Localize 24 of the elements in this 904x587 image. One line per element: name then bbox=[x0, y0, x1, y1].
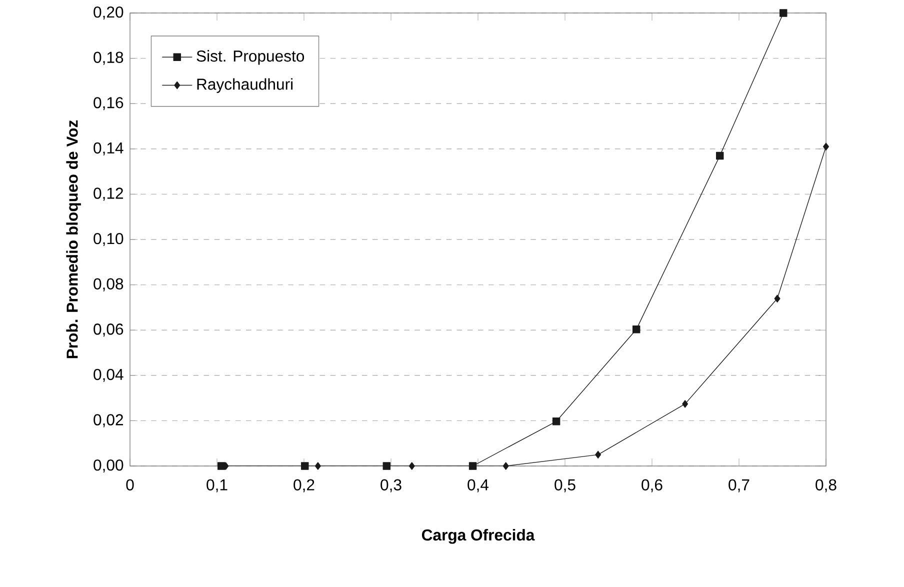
y-axis-title: Prob. Promedio bloqueo de Voz bbox=[66, 120, 81, 358]
x-tick-label: 0 bbox=[126, 479, 134, 490]
y-tick-label: 0,10 bbox=[94, 232, 124, 246]
x-tick-label: 0,6 bbox=[642, 479, 662, 492]
y-tick-label: 0,06 bbox=[94, 324, 124, 337]
y-tick-label: 0,18 bbox=[94, 52, 124, 65]
y-tick-label: 0,16 bbox=[94, 97, 124, 110]
y-tick-label: 0,08 bbox=[94, 278, 124, 292]
y-tick-label: 0,14 bbox=[94, 142, 124, 156]
x-tick-label: 0,3 bbox=[380, 479, 402, 492]
x-tick-label: 0,4 bbox=[468, 479, 489, 492]
x-tick-label: 0,5 bbox=[554, 479, 576, 492]
legend-label: Raychaudhuri bbox=[197, 78, 293, 93]
y-tick-label: 0,12 bbox=[94, 188, 123, 201]
x-tick-label: 0,1 bbox=[206, 479, 228, 492]
y-tick-label: 0,00 bbox=[94, 459, 124, 473]
x-axis-title: Carga Ofrecida bbox=[422, 528, 535, 544]
legend-label: Sist. Propuesto bbox=[196, 50, 304, 65]
y-tick-label: 0,04 bbox=[94, 368, 124, 382]
x-tick-label: 0,2 bbox=[294, 479, 314, 492]
y-tick-label: 0,20 bbox=[94, 6, 124, 20]
x-tick-label: 0,7 bbox=[728, 479, 750, 492]
x-tick-label: 0,8 bbox=[816, 479, 836, 492]
y-tick-label: 0,02 bbox=[94, 414, 123, 428]
